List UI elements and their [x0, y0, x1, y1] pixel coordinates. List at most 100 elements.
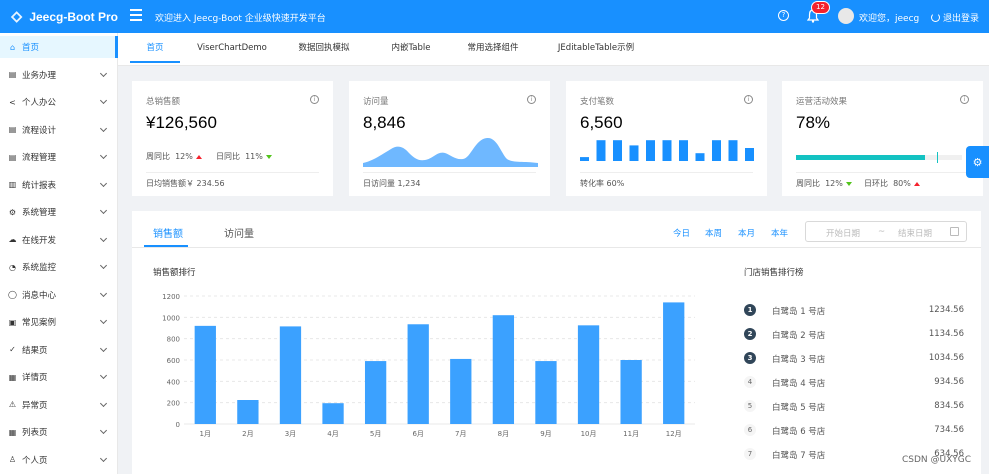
start-date-input[interactable]: 开始日期: [826, 229, 861, 239]
user-greeting[interactable]: 欢迎您，jeecg: [859, 14, 920, 24]
sidebar-item-label: 统计报表: [22, 180, 57, 191]
rank-title: 门店销售排行榜: [744, 268, 804, 278]
sidebar-item-label: 列表页: [22, 428, 48, 438]
sidebar-item[interactable]: ▥ 统计报表: [0, 174, 118, 196]
progress-target-marker: [937, 152, 939, 163]
sidebar-item[interactable]: ▦ 详情页: [0, 366, 118, 388]
doc-icon: ▣: [8, 317, 17, 327]
sidebar-item[interactable]: ♙ 个人页: [0, 449, 118, 471]
sidebar-item[interactable]: ▤ 业务办理: [0, 64, 118, 86]
profile-icon: ▦: [8, 372, 17, 382]
menu-toggle-icon[interactable]: [130, 9, 142, 21]
x-tick-label: 6月: [412, 430, 423, 438]
rank-store-name: 白鹭岛 5 号店: [772, 403, 826, 413]
x-tick-label: 1月: [200, 430, 211, 438]
payments-card: 支付笔数 i 6,560 转化率 60%: [566, 81, 767, 196]
chart-title: 销售额排行: [153, 268, 196, 278]
rank-row: 7 白鹭岛 7 号店 634.56: [744, 446, 964, 464]
sidebar-item[interactable]: ▤ 流程设计: [0, 119, 118, 141]
mini-bar: [629, 145, 639, 161]
tab-inline-table[interactable]: 内嵌Table: [391, 43, 431, 53]
chevron-down-icon: [99, 206, 108, 215]
bar: [663, 302, 685, 424]
brand[interactable]: Jeecg-Boot Pro: [0, 0, 118, 33]
sidebar-item-label: 业务办理: [22, 70, 57, 81]
tab-jeditable-table[interactable]: JEditableTable示例: [557, 43, 635, 53]
sidebar-item[interactable]: ▣ 常见案例: [0, 311, 118, 333]
mini-bar: [596, 140, 606, 161]
card-footer: 日访问量 1,234: [363, 179, 421, 188]
sidebar-item[interactable]: ⌂ 首页: [0, 36, 118, 58]
sidebar-item[interactable]: ▦ 列表页: [0, 421, 118, 443]
mini-bar: [646, 140, 655, 161]
rank-value: 634.56: [934, 449, 964, 459]
rank-value: 1134.56: [928, 329, 964, 339]
chevron-down-icon: [99, 426, 108, 435]
chevron-down-icon: [99, 234, 108, 242]
date-range-picker[interactable]: 开始日期 ~ 结束日期: [805, 221, 967, 242]
end-date-input[interactable]: 结束日期: [898, 229, 933, 239]
brand-name: Jeecg-Boot Pro: [29, 9, 118, 24]
check-circle-icon: ✓: [9, 345, 16, 354]
sidebar-item[interactable]: < 个人办公: [0, 91, 118, 113]
range-year[interactable]: 本年: [771, 229, 789, 239]
x-tick-label: 7月: [455, 430, 466, 438]
divider: [580, 172, 753, 173]
sidebar-item[interactable]: ◔ 系统监控: [0, 256, 118, 278]
rank-store-name: 白鹭岛 4 号店: [772, 379, 826, 389]
tab-viser-chart-demo[interactable]: ViserChartDemo: [197, 43, 267, 53]
range-month[interactable]: 本月: [738, 229, 756, 239]
y-tick-label: 400: [167, 378, 180, 386]
info-icon[interactable]: i: [960, 95, 969, 104]
sidebar-item[interactable]: ◯ 消息中心: [0, 284, 118, 306]
card-footer: 日均销售额￥ 234.56: [146, 179, 225, 188]
tab-visits[interactable]: 访问量: [224, 229, 254, 240]
info-icon[interactable]: i: [527, 95, 536, 104]
sidebar-item-label: 系统管理: [22, 208, 57, 218]
rank-value: 934.56: [934, 377, 964, 387]
bar: [492, 315, 515, 424]
bar: [237, 400, 259, 424]
sidebar-item-label: 系统监控: [22, 263, 57, 273]
avatar[interactable]: [838, 8, 854, 24]
chevron-down-icon: [99, 371, 108, 380]
visits-area-chart: [363, 137, 538, 167]
sidebar-item[interactable]: ⚙ 系统管理: [0, 201, 118, 223]
divider: [796, 172, 969, 173]
caret-up-icon: [195, 154, 202, 159]
sales-bar-chart: 0 200 400 600 800 1000 1200 1月 2月 3月 4月 5月 6月 7月 8月 9月 1…: [162, 293, 695, 438]
rank-value: 834.56: [934, 401, 964, 411]
chevron-down-icon: [99, 289, 108, 297]
x-tick-label: 3月: [285, 430, 296, 438]
dod-label: 日环比: [864, 179, 888, 188]
share-icon: <: [9, 97, 16, 107]
x-tick-label: 5月: [370, 430, 381, 438]
calendar-icon: [950, 227, 959, 236]
mini-bar: [728, 140, 738, 161]
info-icon[interactable]: i: [744, 95, 753, 104]
y-tick-label: 600: [167, 357, 180, 365]
sidebar-item[interactable]: ⚠ 异常页: [0, 394, 118, 416]
warning-icon: ⚠: [8, 400, 17, 409]
tab-data-receipt[interactable]: 数据回执模拟: [298, 43, 350, 53]
help-icon[interactable]: ?: [778, 10, 789, 21]
range-week[interactable]: 本周: [705, 229, 723, 239]
range-today[interactable]: 今日: [673, 229, 691, 239]
sidebar-item[interactable]: ▤ 流程管理: [0, 146, 118, 168]
tab-home[interactable]: 首页: [130, 33, 180, 63]
bar: [279, 326, 302, 424]
sidebar-item-label: 流程设计: [22, 125, 57, 136]
mini-bar: [679, 140, 688, 161]
wow-label: 周同比: [796, 179, 820, 188]
tab-select-components[interactable]: 常用选择组件: [467, 43, 519, 53]
watermark: CSDN @UXYGC: [902, 455, 972, 465]
cloud-icon: ☁: [8, 235, 17, 244]
sidebar-item[interactable]: ☁ 在线开发: [0, 229, 118, 251]
info-icon[interactable]: i: [310, 95, 319, 104]
logout-button[interactable]: 退出登录: [931, 11, 979, 24]
chevron-down-icon: [99, 179, 108, 187]
settings-drawer-button[interactable]: ⚙: [966, 146, 989, 178]
rank-number: 5: [744, 400, 756, 412]
tab-sales[interactable]: 销售额: [153, 229, 183, 240]
sidebar-item[interactable]: ✓ 结果页: [0, 339, 118, 361]
